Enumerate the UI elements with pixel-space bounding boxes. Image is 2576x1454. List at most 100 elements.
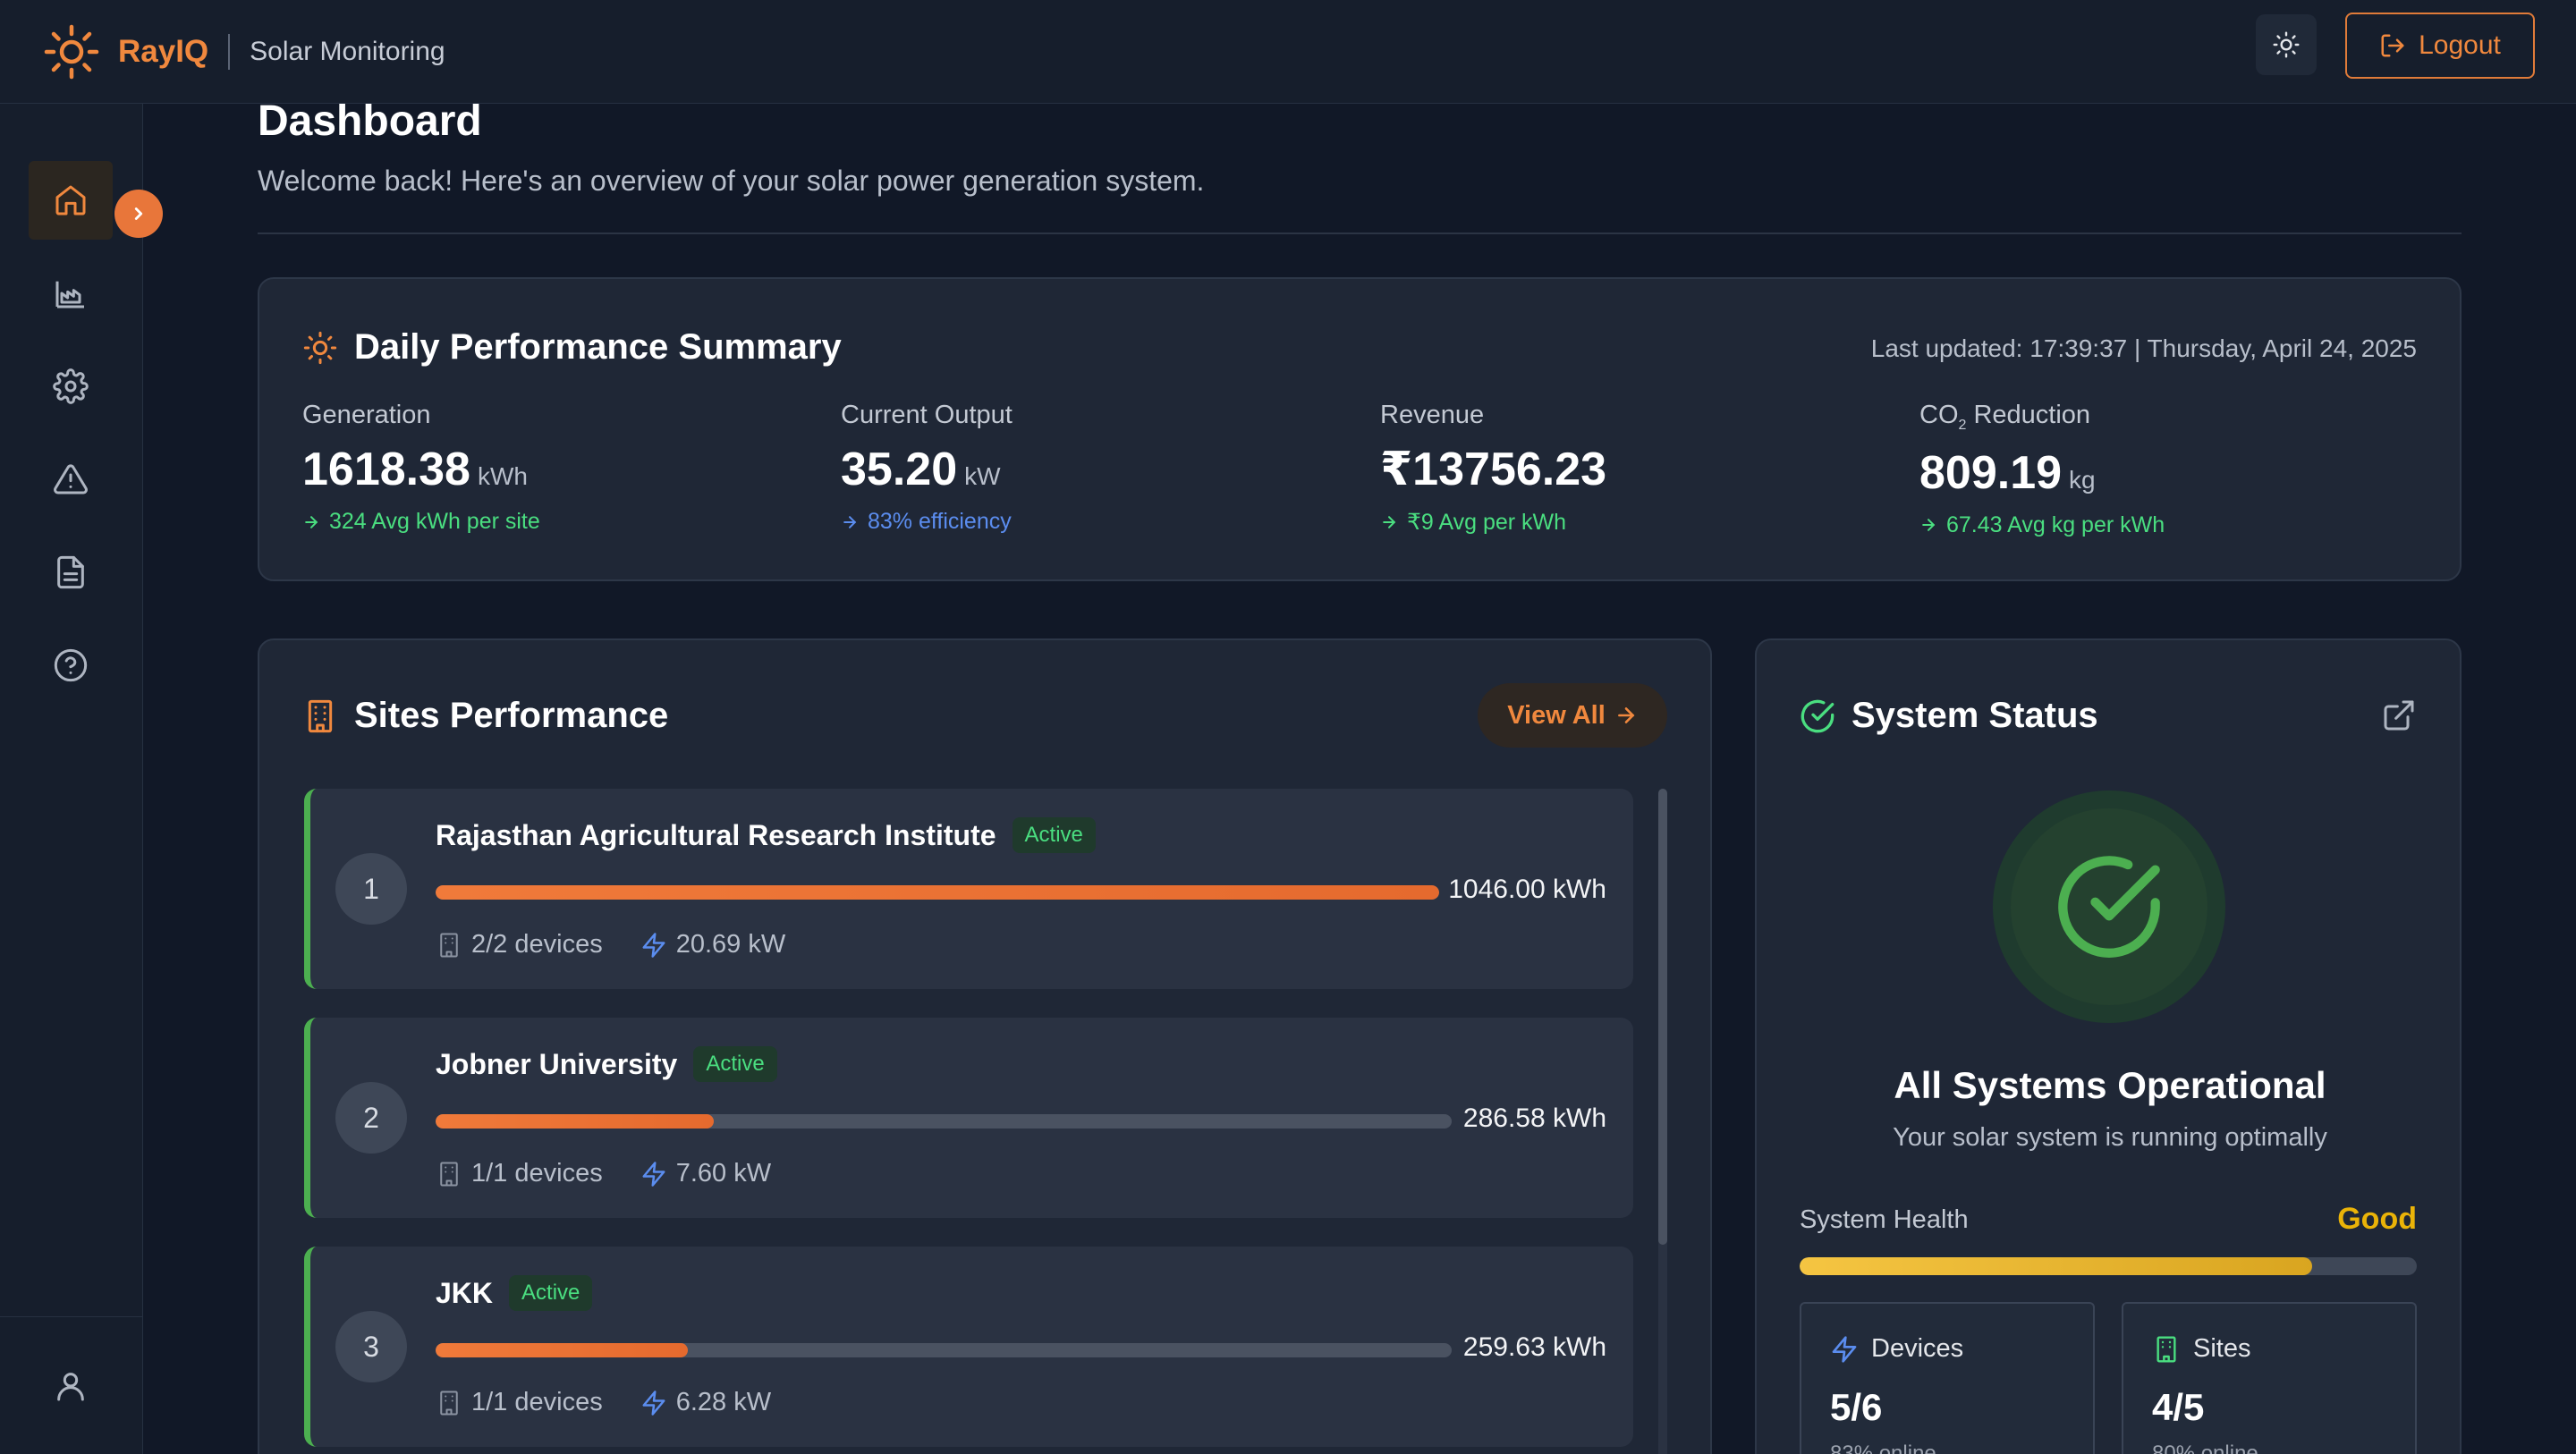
site-power: 6.28 kW bbox=[675, 1388, 772, 1416]
metric-value: ₹13756.23 bbox=[1380, 444, 1607, 495]
summary-header: Daily Performance Summary bbox=[302, 327, 842, 368]
sites-performance-card: Sites Performance View All 1 Rajasthan A… bbox=[258, 638, 1712, 1454]
sun-icon bbox=[303, 331, 337, 364]
factory-chart-icon bbox=[55, 281, 84, 309]
site-name-row: JKK Active bbox=[436, 1275, 593, 1311]
status-header: System Status bbox=[1800, 696, 2098, 736]
sites-scrollbar[interactable] bbox=[1658, 789, 1667, 1454]
arrow-right-icon bbox=[305, 515, 318, 528]
sites-title: Sites Performance bbox=[354, 696, 669, 735]
site-energy-bar bbox=[436, 1114, 1452, 1129]
sidebar-item-settings[interactable] bbox=[29, 347, 113, 426]
sun-icon bbox=[2273, 31, 2300, 58]
bolt-icon bbox=[642, 1390, 665, 1416]
external-link-icon[interactable] bbox=[2381, 697, 2417, 733]
home-icon bbox=[55, 185, 86, 216]
status-subline: Your solar system is running optimally bbox=[1893, 1123, 2327, 1152]
status-title: System Status bbox=[1852, 696, 2098, 735]
metric-value-row: ₹13756.23 bbox=[1380, 443, 1881, 496]
site-row[interactable]: 2 Jobner University Active 286.58 kWh 1/… bbox=[304, 1018, 1633, 1218]
sites-stat-header: Sites bbox=[2152, 1334, 2250, 1364]
arrow-right-icon bbox=[1617, 707, 1635, 723]
status-headline: All Systems Operational bbox=[1894, 1064, 2326, 1106]
metric-note: ₹9 Avg per kWh bbox=[1380, 509, 1881, 536]
arrow-right-icon bbox=[843, 515, 857, 528]
devices-note: 83% online bbox=[1830, 1441, 1936, 1454]
metric-unit: kW bbox=[964, 462, 1001, 490]
gear-icon bbox=[53, 368, 89, 404]
building-icon bbox=[440, 933, 458, 957]
status-indicator-inner bbox=[2011, 808, 2207, 1005]
brand-subtitle: Solar Monitoring bbox=[250, 36, 445, 66]
metric-value: 809.19 bbox=[1919, 446, 2063, 499]
metric-unit: kWh bbox=[477, 462, 528, 490]
sidebar-item-alerts[interactable] bbox=[29, 440, 113, 519]
devices-label: Devices bbox=[1871, 1334, 1964, 1363]
user-icon bbox=[57, 1373, 84, 1401]
site-power: 7.60 kW bbox=[675, 1159, 772, 1188]
site-row[interactable]: 1 Rajasthan Agricultural Research Instit… bbox=[304, 789, 1633, 989]
sidebar-item-home[interactable] bbox=[29, 161, 113, 240]
metric-note-text: ₹9 Avg per kWh bbox=[1407, 510, 1567, 535]
sites-value: 4/5 bbox=[2152, 1386, 2205, 1428]
site-row[interactable]: 3 JKK Active 259.63 kWh 1/1 devices 6.28… bbox=[304, 1247, 1633, 1447]
arrow-right-icon bbox=[1922, 519, 1936, 532]
check-circle-large-icon bbox=[2058, 856, 2160, 958]
devices-value: 5/6 bbox=[1830, 1386, 1883, 1428]
brand[interactable]: RayIQ Solar Monitoring bbox=[43, 23, 445, 80]
site-energy-bar-fill bbox=[436, 885, 1439, 900]
site-name: JKK bbox=[436, 1276, 494, 1309]
metric-note: 324 Avg kWh per site bbox=[302, 509, 803, 535]
metric-label: CO2 Reduction bbox=[1919, 401, 2420, 434]
logout-icon bbox=[2381, 34, 2404, 57]
logout-button[interactable]: Logout bbox=[2345, 13, 2535, 79]
bolt-icon bbox=[642, 1161, 665, 1187]
metric-note-text: 83% efficiency bbox=[868, 509, 1012, 534]
building-icon bbox=[440, 1391, 458, 1415]
site-energy-bar bbox=[436, 885, 1439, 900]
metric-value-row: 809.19 kg bbox=[1919, 446, 2420, 500]
daily-summary-card: Daily Performance Summary Last updated: … bbox=[258, 277, 2462, 581]
sidebar-expand-button[interactable] bbox=[114, 190, 163, 238]
theme-toggle-button[interactable] bbox=[2256, 14, 2317, 75]
metric-note: 67.43 Avg kg per kWh bbox=[1919, 512, 2420, 538]
metric-label: Generation bbox=[302, 401, 431, 429]
sidebar-item-profile[interactable] bbox=[29, 1347, 113, 1425]
site-name-row: Jobner University Active bbox=[436, 1046, 777, 1082]
site-name: Rajasthan Agricultural Research Institut… bbox=[436, 818, 996, 851]
site-meta: 2/2 devices 20.69 kW bbox=[436, 930, 785, 959]
site-devices: 2/2 devices bbox=[471, 930, 603, 959]
health-value: Good bbox=[2337, 1202, 2417, 1236]
sites-header: Sites Performance bbox=[302, 696, 668, 736]
sidebar-item-reports[interactable] bbox=[29, 533, 113, 612]
summary-title: Daily Performance Summary bbox=[354, 327, 842, 367]
metric-label: Revenue bbox=[1380, 401, 1485, 429]
bolt-icon bbox=[642, 932, 665, 958]
health-bar-fill bbox=[1800, 1257, 2312, 1275]
status-badge: Active bbox=[1012, 817, 1096, 853]
metric-value-row: 1618.38 kWh bbox=[302, 443, 803, 496]
sites-stat: Sites 4/5 80% online bbox=[2122, 1302, 2417, 1454]
metric-value-row: 35.20 kW bbox=[841, 443, 1342, 496]
top-bar: RayIQ Solar Monitoring Logout bbox=[0, 0, 2576, 104]
status-badge: Active bbox=[509, 1275, 593, 1311]
metric-value: 1618.38 bbox=[302, 444, 470, 495]
sidebar-item-analytics[interactable] bbox=[29, 254, 113, 333]
metric-label-rest: Reduction bbox=[1966, 401, 2091, 429]
site-meta: 1/1 devices 6.28 kW bbox=[436, 1388, 771, 1417]
sites-scrollbar-thumb[interactable] bbox=[1658, 789, 1667, 1245]
status-indicator bbox=[1993, 790, 2225, 1023]
view-all-button[interactable]: View All bbox=[1478, 683, 1667, 748]
system-status-card: System Status All Systems Operational Yo… bbox=[1755, 638, 2462, 1454]
devices-stat: Devices 5/6 83% online bbox=[1800, 1302, 2095, 1454]
sites-label: Sites bbox=[2193, 1334, 2251, 1363]
sidebar-item-help[interactable] bbox=[29, 626, 113, 705]
health-label: System Health bbox=[1800, 1205, 1969, 1234]
page-title: Dashboard bbox=[258, 97, 482, 145]
help-icon bbox=[54, 648, 88, 682]
site-devices: 1/1 devices bbox=[471, 1159, 603, 1188]
devices-stat-header: Devices bbox=[1830, 1334, 1963, 1364]
site-energy-bar-fill bbox=[436, 1343, 688, 1357]
page-subtitle: Welcome back! Here's an overview of your… bbox=[258, 165, 1205, 197]
site-rank: 2 bbox=[335, 1082, 407, 1154]
